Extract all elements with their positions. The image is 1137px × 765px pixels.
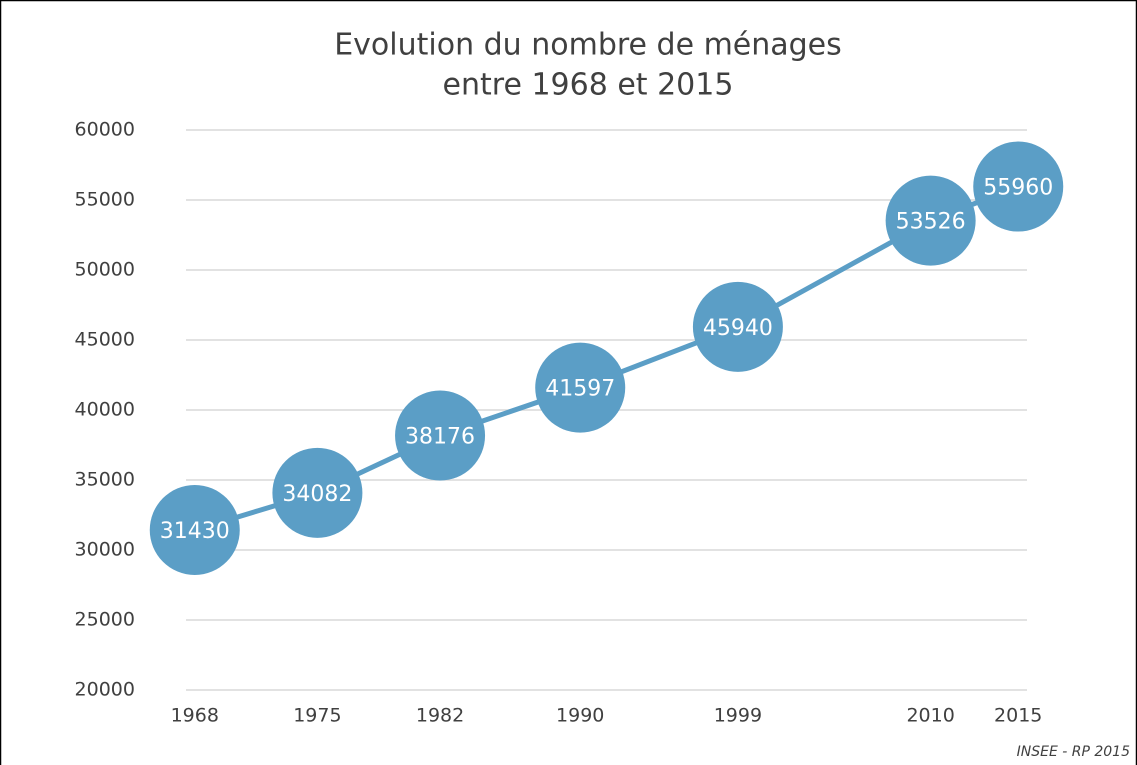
- x-tick-label: 1975: [293, 705, 341, 727]
- bubble-marker: [973, 141, 1064, 232]
- x-tick-label: 2015: [994, 705, 1042, 727]
- source-note: INSEE - RP 2015: [1017, 744, 1130, 760]
- bubble-marker: [885, 175, 976, 266]
- y-tick-label: 30000: [75, 539, 135, 561]
- data-label: 53526: [896, 210, 966, 235]
- data-label: 38176: [405, 425, 475, 450]
- data-label: 41597: [545, 377, 615, 402]
- y-tick-label: 35000: [75, 469, 135, 491]
- data-label: 45940: [703, 316, 773, 341]
- data-label: 34082: [282, 482, 352, 507]
- data-label: 31430: [160, 519, 230, 544]
- x-tick-label: 1999: [714, 705, 762, 727]
- y-tick-label: 45000: [75, 329, 135, 351]
- bubble-marker: [395, 390, 486, 481]
- x-tick-label: 1982: [416, 705, 464, 727]
- bubble-marker: [149, 484, 240, 575]
- x-tick-label: 2010: [906, 705, 954, 727]
- chart-subtitle: entre 1968 et 2015: [443, 68, 734, 103]
- y-tick-label: 40000: [75, 399, 135, 421]
- y-tick-label: 60000: [75, 119, 135, 141]
- y-tick-label: 50000: [75, 259, 135, 281]
- y-tick-label: 25000: [75, 609, 135, 631]
- bubble-marker: [272, 447, 363, 538]
- data-label: 55960: [983, 176, 1053, 201]
- chart-title: Evolution du nombre de ménages: [334, 28, 842, 63]
- y-tick-label: 55000: [75, 189, 135, 211]
- x-tick-label: 1990: [556, 705, 604, 727]
- bubble-marker: [535, 342, 626, 433]
- x-tick-label: 1968: [171, 705, 219, 727]
- y-tick-label: 20000: [75, 679, 135, 701]
- bubble-marker: [692, 281, 783, 372]
